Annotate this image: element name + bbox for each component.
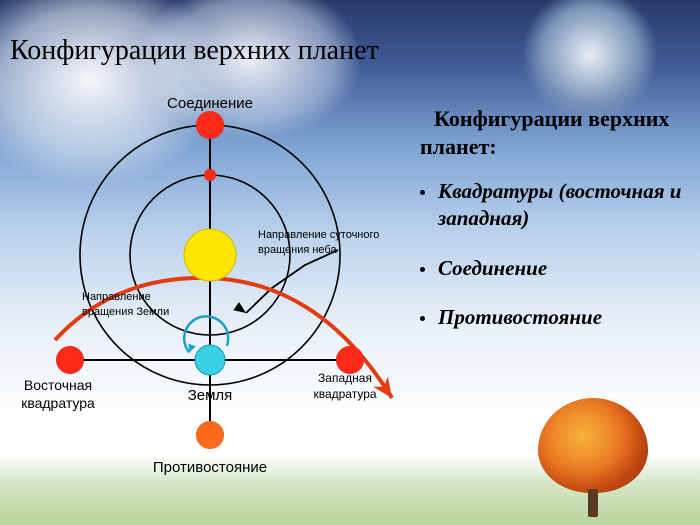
- svg-text:Противостояние: Противостояние: [153, 459, 267, 476]
- svg-text:Земля: Земля: [188, 387, 233, 404]
- svg-text:Направление: Направление: [82, 291, 151, 303]
- background-tree: [538, 397, 648, 517]
- svg-text:квадратура: квадратура: [21, 395, 95, 411]
- slide-title: Конфигурации верхних планет: [10, 35, 379, 67]
- panel-heading: Конфигурации верхних планет:: [420, 105, 690, 160]
- list-item: Соединение: [420, 255, 690, 282]
- list-item: Квадратуры (восточная и западная): [420, 178, 690, 233]
- svg-text:Соединение: Соединение: [167, 95, 253, 112]
- svg-text:Направление суточного: Направление суточного: [258, 229, 379, 241]
- svg-text:Западная: Западная: [318, 371, 372, 385]
- config-list: Квадратуры (восточная и западная) Соедин…: [420, 178, 690, 331]
- conjunction: [196, 111, 224, 139]
- opposition: [196, 421, 224, 449]
- text-panel: Конфигурации верхних планет: Квадратуры …: [420, 105, 690, 353]
- svg-text:вращения неба: вращения неба: [258, 244, 337, 256]
- config-diagram: Соединение Противостояние Земля Восточная кв…: [10, 80, 410, 480]
- west-quad: [336, 346, 364, 374]
- svg-text:квадратура: квадратура: [313, 387, 376, 401]
- inner-top: [204, 169, 216, 181]
- east-quad: [56, 346, 84, 374]
- list-item: Противостояние: [420, 304, 690, 331]
- svg-text:Восточная: Восточная: [24, 377, 92, 393]
- svg-text:вращения Земли: вращения Земли: [82, 306, 169, 318]
